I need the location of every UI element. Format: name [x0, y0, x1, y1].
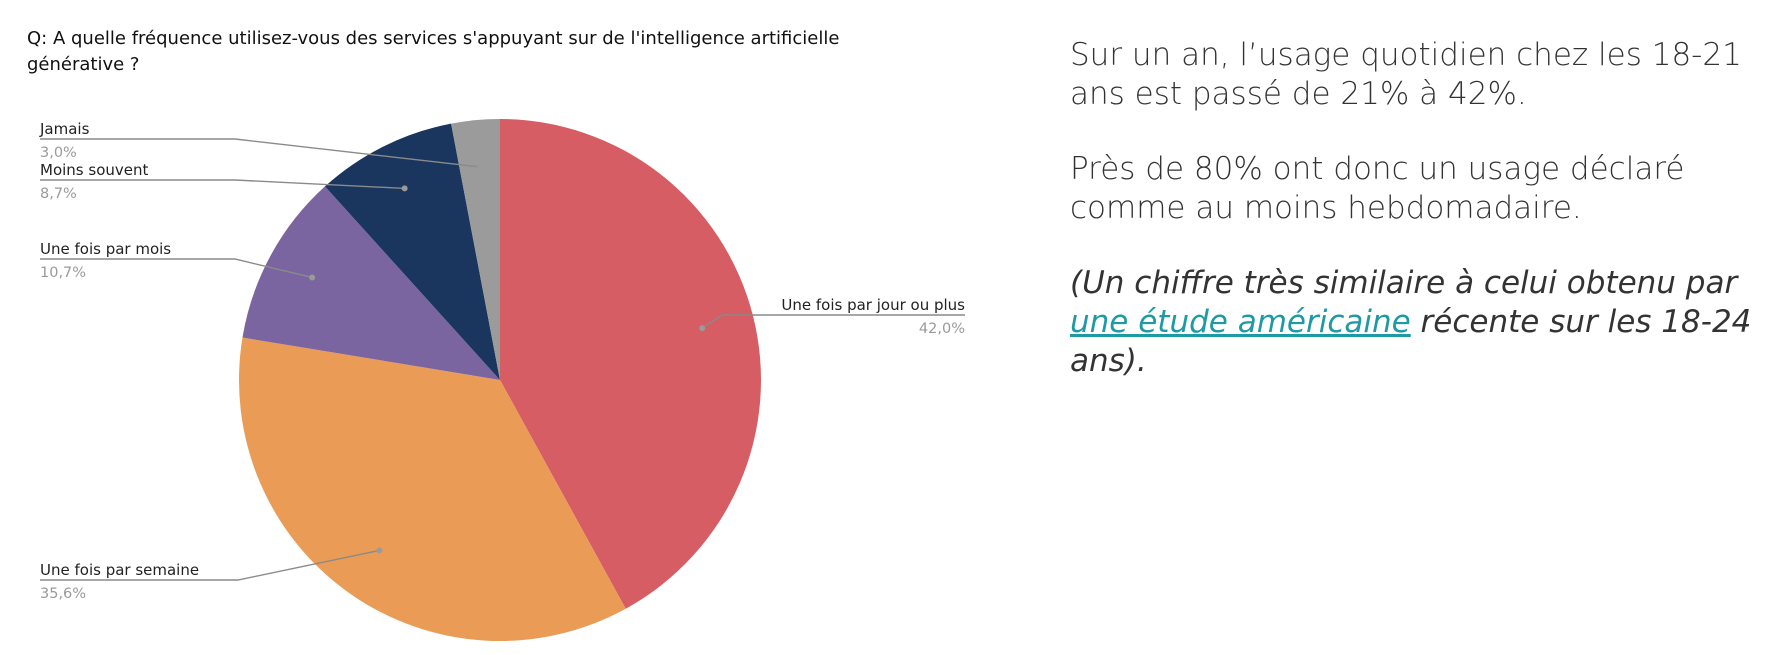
slice-label-moins-souvent: Moins souvent: [40, 161, 148, 179]
leader-line-moins-souvent: [40, 179, 405, 190]
slice-label-une-fois-par-jour-ou-plus: Une fois par jour ou plus: [781, 296, 965, 314]
slice-value-jamais: 3,0%: [40, 145, 77, 161]
study-note-suffix: récente sur les 18-24 ans).: [1070, 304, 1752, 379]
commentary-daily-usage: Sur un an, l’usage quotidien chez les 18…: [1070, 37, 1742, 112]
pie-slice-moins-souvent: [324, 123, 500, 381]
slice-value-moins-souvent: 8,7%: [40, 186, 77, 202]
pie-slice-une-fois-par-semaine: [238, 337, 626, 642]
leader-dot-jamais: [476, 163, 483, 170]
leader-line-une-fois-par-jour-ou-plus: [701, 314, 965, 329]
leader-line-une-fois-par-semaine: [40, 549, 380, 581]
slice-value-une-fois-par-mois: 10,7%: [40, 265, 86, 281]
study-note-prefix: (Un chiffre très similaire à celui obten…: [1070, 265, 1738, 301]
leader-dot-moins-souvent: [401, 185, 408, 192]
commentary-panel: Sur un an, l’usage quotidien chez les 18…: [1070, 36, 1770, 417]
survey-question: Q: A quelle fréquence utilisez-vous des …: [27, 28, 840, 75]
study-link[interactable]: une étude américaine: [1070, 304, 1411, 340]
slice-label-jamais: Jamais: [39, 120, 90, 138]
leader-dot-une-fois-par-mois: [309, 274, 316, 281]
slice-value-une-fois-par-jour-ou-plus: 42,0%: [919, 321, 965, 337]
leader-line-jamais: [40, 138, 480, 168]
pie-slice-jamais: [451, 119, 500, 380]
commentary-study-note: (Un chiffre très similaire à celui obten…: [1070, 264, 1770, 381]
pie-chart: Une fois par jour ou plus 42,0% Une fois p…: [39, 119, 965, 642]
leader-dot-une-fois-par-semaine: [376, 547, 383, 554]
pie-slice-une-fois-par-jour-ou-plus: [500, 119, 761, 609]
slice-label-une-fois-par-mois: Une fois par mois: [40, 240, 171, 258]
commentary-weekly-usage: Près de 80% ont donc un usage déclaré co…: [1070, 151, 1685, 226]
slice-label-une-fois-par-semaine: Une fois par semaine: [40, 561, 199, 579]
slice-value-une-fois-par-semaine: 35,6%: [40, 586, 86, 602]
pie-labels: Une fois par jour ou plus 42,0% Une fois p…: [39, 120, 965, 602]
leader-dot-une-fois-par-jour-ou-plus: [699, 325, 706, 332]
pie-slice-une-fois-par-mois: [242, 186, 500, 380]
leader-line-une-fois-par-mois: [40, 258, 313, 279]
pie-slices: [238, 119, 761, 642]
